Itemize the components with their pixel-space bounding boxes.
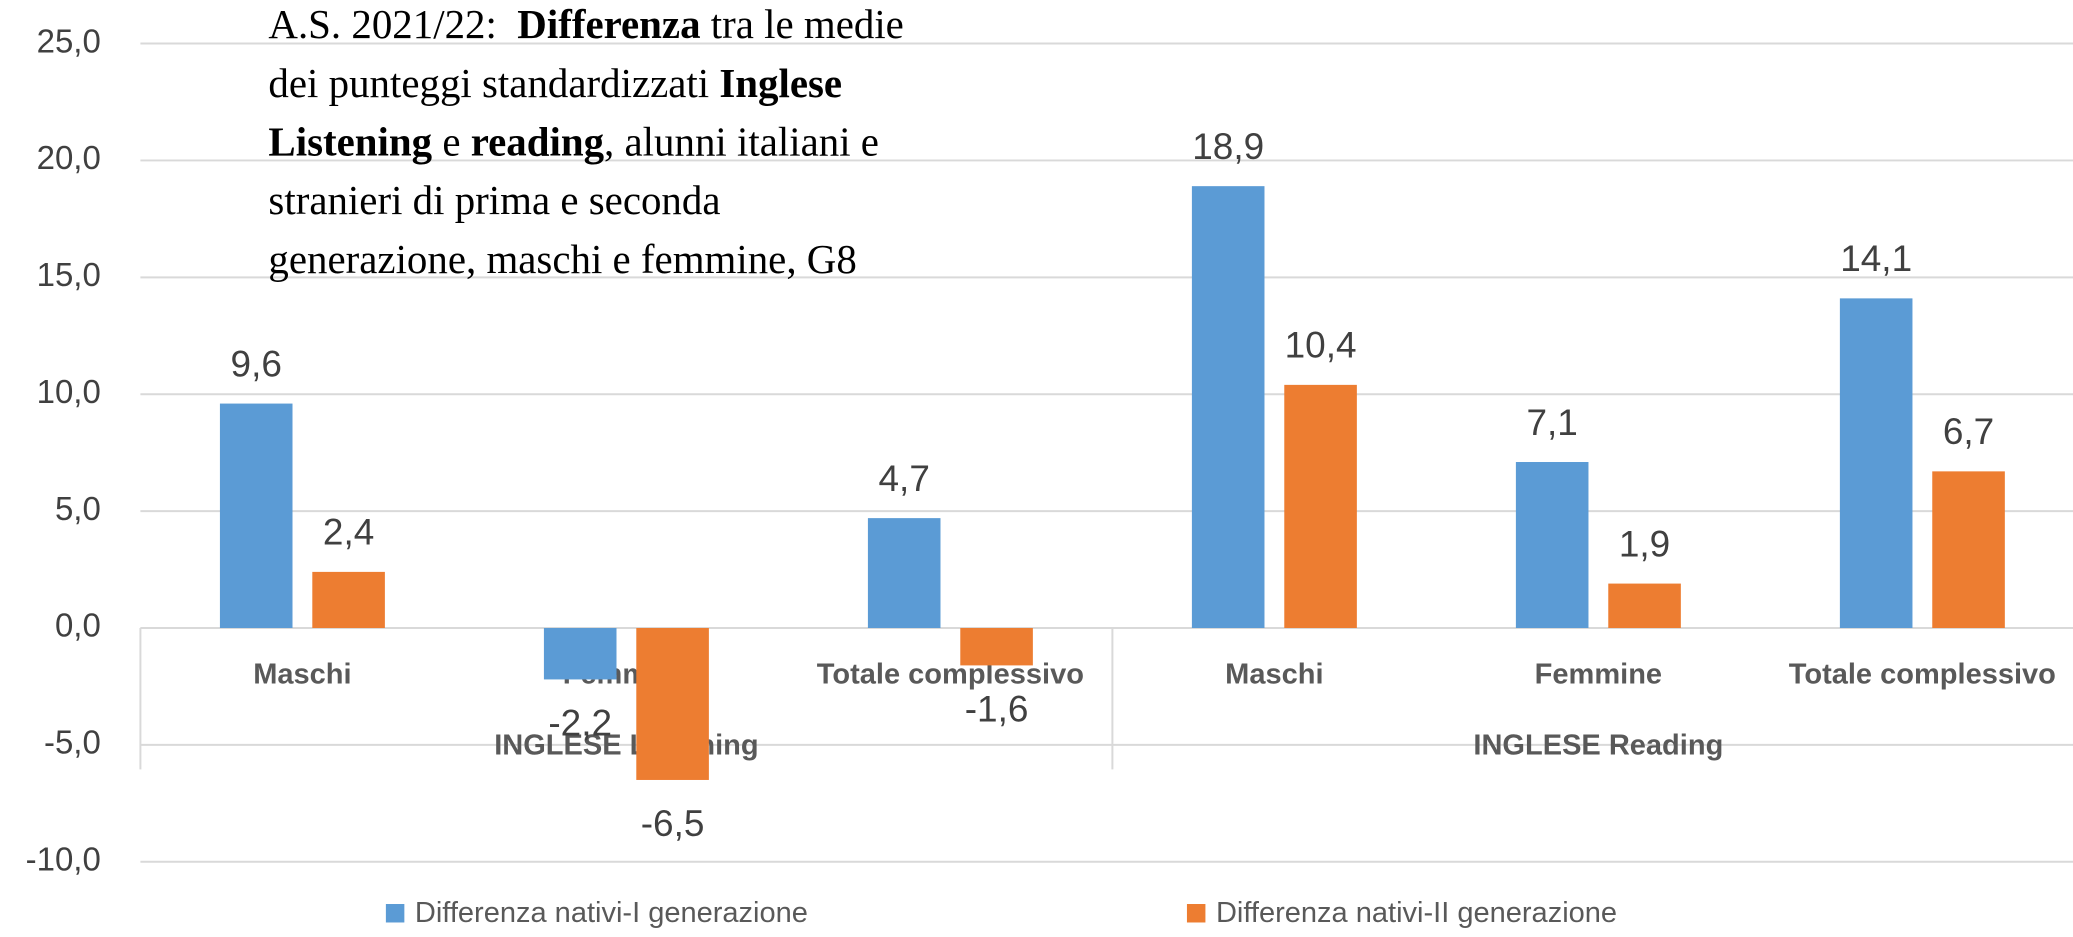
- title-segment: generazione, maschi e femmine, G8: [268, 237, 856, 282]
- bar: [312, 571, 385, 628]
- y-tick-label: 25,0: [37, 22, 101, 59]
- x-tick-label: Maschi: [1225, 658, 1323, 690]
- title-segment: Differenza: [517, 2, 700, 47]
- bar: [960, 627, 1033, 666]
- value-label: -6,5: [641, 803, 705, 844]
- y-tick-label: 5,0: [55, 490, 101, 527]
- chart-title: stranieri di prima e seconda: [268, 179, 720, 224]
- bar: [1932, 471, 2005, 628]
- y-tick-label: -10,0: [26, 840, 101, 877]
- title-segment: Listening: [268, 120, 432, 165]
- y-tick-label: 0,0: [55, 607, 101, 644]
- title-segment: tra le medie: [701, 2, 904, 47]
- y-tick-label: 10,0: [37, 373, 101, 410]
- value-label: -1,6: [965, 688, 1029, 729]
- x-tick-label: Totale complessivo: [1789, 658, 2056, 690]
- bar: [1284, 384, 1357, 628]
- value-label: 18,9: [1192, 126, 1264, 167]
- title-segment: dei punteggi standardizzati: [268, 61, 719, 106]
- legend-swatch: [385, 904, 405, 923]
- title-segment: Inglese: [719, 61, 842, 106]
- x-tick-label: Femmine: [1535, 658, 1662, 690]
- title-segment: , alunni italiani e: [604, 120, 879, 165]
- bar: [1839, 298, 1913, 628]
- chart-title: A.S. 2021/22: Differenza tra le medie: [268, 2, 903, 47]
- x-tick-label: Maschi: [253, 658, 351, 690]
- value-label: 1,9: [1619, 523, 1670, 564]
- x-tick-label: Totale complessivo: [817, 658, 1084, 690]
- value-label: -2,2: [548, 702, 612, 743]
- legend-label: Differenza nativi-I generazione: [415, 897, 808, 929]
- bar: [1608, 583, 1681, 628]
- chart-title: Listening e reading, alunni italiani e: [268, 120, 879, 165]
- value-label: 9,6: [231, 343, 282, 384]
- bar: [1515, 462, 1589, 628]
- group-label: INGLESE Reading: [1473, 730, 1723, 762]
- legend-swatch: [1186, 904, 1206, 923]
- chart-title: generazione, maschi e femmine, G8: [268, 237, 856, 282]
- bar: [1191, 186, 1265, 628]
- bar: [543, 627, 617, 680]
- value-label: 10,4: [1285, 325, 1357, 366]
- value-label: 6,7: [1943, 411, 1994, 452]
- chart-title: dei punteggi standardizzati Inglese: [268, 61, 842, 106]
- value-label: 4,7: [879, 458, 930, 499]
- title-segment: e: [432, 120, 471, 165]
- title-segment: stranieri di prima e seconda: [268, 179, 720, 224]
- bar: [636, 627, 709, 780]
- y-tick-label: 20,0: [37, 139, 101, 176]
- y-tick-label: -5,0: [44, 724, 101, 761]
- title-segment: A.S. 2021/22:: [268, 2, 517, 47]
- value-label: 2,4: [323, 512, 374, 553]
- y-tick-label: 15,0: [37, 256, 101, 293]
- value-label: 7,1: [1527, 402, 1578, 443]
- title-segment: reading: [471, 120, 605, 165]
- group-label: INGLESE Listening: [494, 730, 758, 762]
- bar: [867, 518, 941, 628]
- value-label: 14,1: [1840, 238, 1912, 279]
- bar: [219, 403, 293, 628]
- legend-label: Differenza nativi-II generazione: [1216, 897, 1617, 929]
